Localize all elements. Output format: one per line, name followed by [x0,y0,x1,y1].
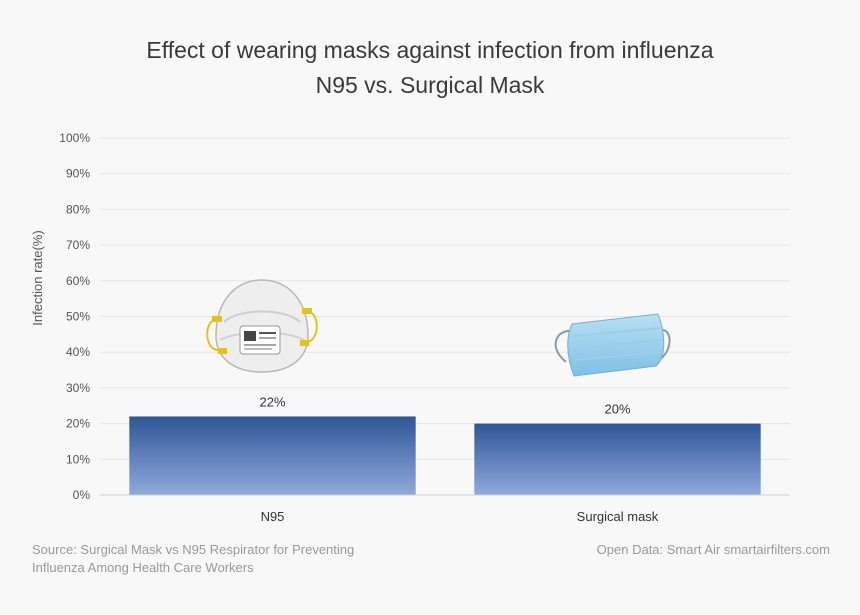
y-tick-label: 90% [66,167,90,181]
bars [129,416,761,495]
y-tick-label: 70% [66,238,90,252]
y-tick-label: 80% [66,202,90,216]
y-tick-label: 50% [66,310,90,324]
source-citation: Source: Surgical Mask vs N95 Respirator … [32,542,355,575]
data-label-surgical-mask: 20% [604,402,630,417]
y-tick-label: 100% [59,131,90,145]
open-data-credit: Open Data: Smart Air smartairfilters.com [596,542,830,557]
bar-n95 [129,416,416,495]
y-tick-label: 40% [66,345,90,359]
y-axis-ticks: 0% 10% 20% 30% 40% 50% 60% 70% 80% 90% 100% [59,131,90,502]
bar-surgical-mask [474,423,761,495]
y-axis-title: Infection rate(%) [30,230,45,325]
y-tick-label: 10% [66,452,90,466]
data-label-n95: 22% [259,394,285,409]
y-tick-label: 20% [66,417,90,431]
chart-title-line-2: N95 vs. Surgical Mask [316,72,545,98]
n95-respirator-icon [206,279,318,373]
y-tick-label: 0% [73,488,91,502]
x-label-n95: N95 [261,509,285,524]
x-label-surgical-mask: Surgical mask [577,509,659,524]
y-tick-label: 60% [66,274,90,288]
chart-title-line-1: Effect of wearing masks against infectio… [146,37,713,63]
surgical-mask-icon [554,313,671,377]
grid-lines [100,137,790,460]
y-tick-label: 30% [66,381,90,395]
